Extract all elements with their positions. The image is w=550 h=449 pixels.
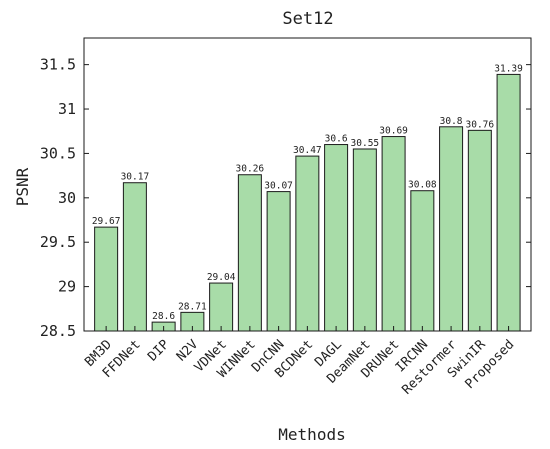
bar-dagl (324, 144, 349, 332)
bar-drunet (381, 136, 406, 332)
data-label: 30.07 (264, 181, 293, 192)
y-axis-label: PSNR (13, 167, 32, 206)
bar-winnet (237, 174, 262, 332)
data-label: 29.67 (92, 216, 121, 227)
bar-ircnn (410, 190, 435, 332)
y-tick-label: 28.5 (40, 322, 76, 340)
bar-bm3d (94, 226, 119, 332)
bar-vdnet (209, 282, 234, 332)
y-tick-label: 30 (58, 189, 76, 207)
data-label: 30.17 (121, 172, 150, 183)
plot-frame (83, 37, 532, 332)
y-tick-label: 31.5 (40, 56, 76, 74)
bar-dncnn (266, 191, 291, 332)
chart-title: Set12 (282, 9, 333, 29)
y-tick-label: 29.5 (40, 233, 76, 251)
bars-group (94, 73, 521, 332)
data-label: 30.76 (466, 119, 495, 130)
bar-bcdnet (295, 155, 320, 332)
data-label: 29.04 (207, 272, 236, 283)
data-label: 30.8 (440, 116, 463, 127)
data-label: 30.69 (379, 126, 408, 137)
data-label: 30.26 (236, 164, 265, 175)
data-label: 30.6 (325, 134, 348, 145)
x-tick-label: DIP (145, 337, 172, 364)
data-labels-group: 29.6730.1728.628.7129.0430.2630.0730.473… (92, 63, 523, 322)
data-label: 31.39 (494, 63, 523, 74)
data-label: 30.55 (351, 138, 380, 149)
y-tick-label: 30.5 (40, 144, 76, 162)
y-axis-ticks: 28.5 29 29.5 30 30.5 31 31.5 (40, 56, 531, 340)
y-tick-label: 31 (58, 100, 76, 118)
bar-proposed (496, 73, 521, 332)
bar-restormer (439, 126, 464, 332)
bar-swinir (467, 129, 492, 332)
data-label: 28.71 (178, 301, 207, 312)
y-tick-label: 29 (58, 278, 76, 296)
data-label: 28.6 (152, 311, 175, 322)
bar-deamnet (352, 148, 377, 332)
bar-ffdnet (122, 182, 147, 332)
data-label: 30.47 (293, 145, 322, 156)
data-label: 30.08 (408, 180, 437, 191)
x-axis-label: Methods (278, 425, 345, 444)
